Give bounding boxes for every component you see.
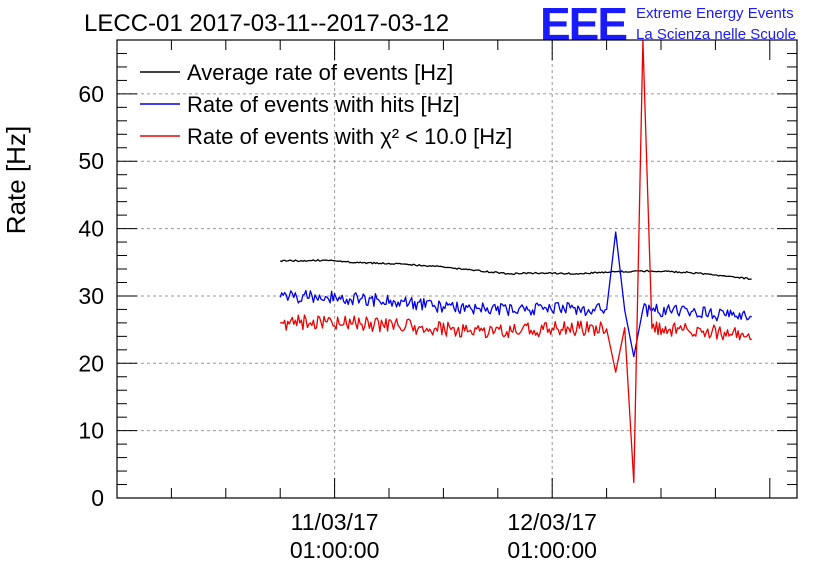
logo-line-2: La Scienza nelle Scuole [636,26,796,43]
y-tick-label: 40 [78,216,104,242]
series-line-3 [280,40,752,484]
axis-ticks [116,39,797,499]
y-tick-label: 0 [91,485,104,511]
y-tick-label: 50 [78,148,104,174]
y-tick-label: 20 [78,350,104,376]
series-group [279,40,752,484]
legend-label-chi2: Rate of events with χ² < 10.0 [Hz] [187,124,512,149]
x-tick-label-time: 01:00:00 [507,537,597,563]
legend: Average rate of events [Hz] Rate of even… [140,60,512,149]
legend-label-hits: Rate of events with hits [Hz] [187,92,460,117]
eee-logo: EEE Extreme Energy Events La Scienza nel… [540,0,796,50]
y-tick-label: 10 [78,418,104,444]
logo-letters: EEE [540,0,626,50]
legend-label-average: Average rate of events [Hz] [187,60,453,85]
tick-labels: 010203040506011/03/1701:00:0012/03/1701:… [78,81,597,563]
x-tick-label-date: 11/03/17 [291,509,379,535]
y-tick-label: 30 [78,283,104,309]
series-line-1 [279,258,752,281]
y-tick-label: 60 [78,81,104,107]
y-axis-label: Rate [Hz] [1,126,31,234]
grid [117,40,797,498]
x-tick-label-date: 12/03/17 [507,509,597,535]
x-tick-label-time: 01:00:00 [290,537,380,563]
series-line-2 [279,231,752,358]
logo-line-1: Extreme Energy Events [636,5,794,22]
chart-title: LECC-01 2017-03-11--2017-03-12 [84,10,449,37]
